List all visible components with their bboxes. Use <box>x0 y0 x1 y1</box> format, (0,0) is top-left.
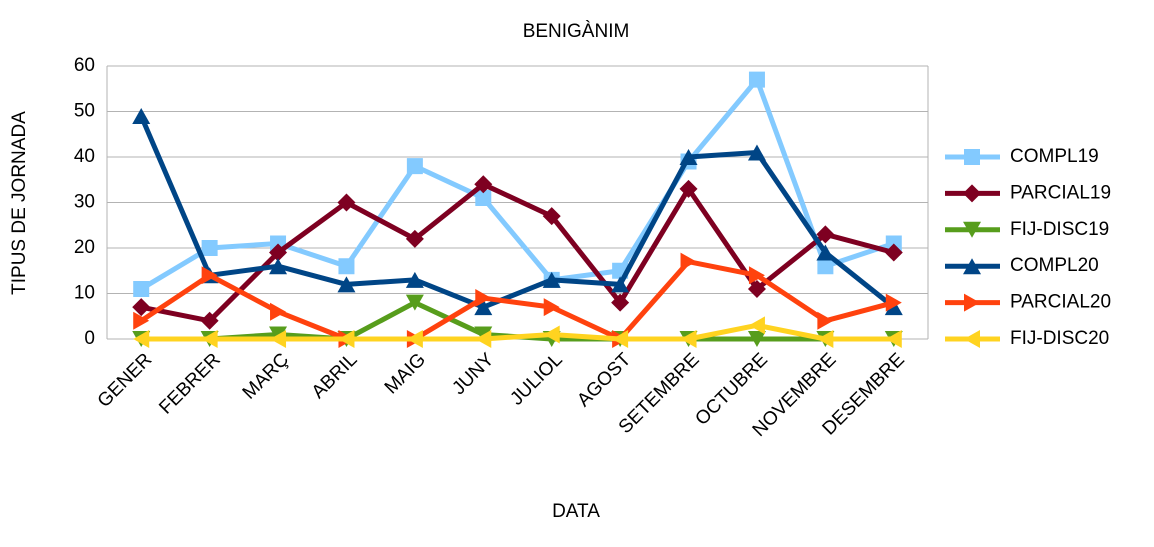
data-point <box>816 225 835 244</box>
data-point <box>747 331 766 347</box>
y-tick-label: 40 <box>74 146 95 167</box>
data-point <box>133 330 150 348</box>
data-point <box>475 289 492 308</box>
data-point <box>270 330 287 348</box>
data-point <box>269 326 288 343</box>
data-point <box>748 266 765 285</box>
y-tick-label: 10 <box>74 283 95 304</box>
data-point <box>474 326 493 343</box>
data-point <box>680 330 697 348</box>
data-point <box>338 330 355 348</box>
data-point <box>406 158 423 175</box>
data-point <box>269 243 288 262</box>
data-point <box>611 276 630 293</box>
series-line <box>139 259 895 342</box>
data-point <box>748 71 765 88</box>
data-point <box>475 189 492 206</box>
legend-marker <box>964 330 980 348</box>
data-point <box>543 298 560 317</box>
data-point <box>337 276 356 293</box>
data-point <box>747 144 766 161</box>
data-point <box>474 175 493 194</box>
data-point <box>270 302 287 321</box>
data-point <box>338 258 355 275</box>
data-point <box>611 293 630 312</box>
data-point <box>885 330 902 348</box>
data-point <box>405 294 424 311</box>
legend-marker <box>963 258 981 275</box>
data-point <box>612 330 629 348</box>
legend-label: PARCIAL19 <box>1010 182 1111 203</box>
series-line <box>141 322 894 342</box>
x-tick-label: JULIOL <box>506 349 566 409</box>
series-line <box>141 300 894 342</box>
data-point <box>680 252 697 271</box>
x-axis-title: DATA <box>552 501 600 522</box>
y-tick-label: 0 <box>84 328 95 349</box>
data-point <box>133 280 150 297</box>
y-tick-label: 60 <box>74 55 95 76</box>
data-point <box>542 207 561 226</box>
y-tick-label: 50 <box>74 101 95 122</box>
legend-label: FIJ-DISC19 <box>1010 219 1109 240</box>
x-tick-label: ABRIL <box>308 349 362 403</box>
data-point <box>133 311 150 330</box>
data-point <box>201 266 218 285</box>
data-point <box>679 179 698 198</box>
y-tick-label: 30 <box>74 192 95 213</box>
data-point <box>817 330 834 348</box>
data-point <box>747 279 766 298</box>
data-point <box>201 330 218 348</box>
x-tick-label: MARÇ <box>239 349 293 403</box>
legend-marker <box>964 293 980 312</box>
data-point <box>405 271 424 288</box>
data-point <box>748 316 765 335</box>
x-tick-label: FEBRER <box>155 349 224 418</box>
data-point <box>200 311 219 330</box>
legend-marker <box>964 149 980 165</box>
data-point <box>543 325 560 344</box>
x-tick-label: JUNY <box>448 349 498 399</box>
data-point <box>475 330 492 348</box>
series-line <box>138 115 896 310</box>
data-point <box>542 271 561 288</box>
data-point <box>269 258 288 275</box>
legend-marker <box>963 184 981 203</box>
legend-label: COMPL20 <box>1010 255 1099 276</box>
data-point <box>816 244 835 261</box>
data-point <box>817 311 834 330</box>
data-point <box>817 258 834 275</box>
data-point <box>132 108 151 125</box>
x-tick-label: AGOST <box>573 349 635 411</box>
data-point <box>201 240 218 256</box>
data-point <box>885 293 902 312</box>
legend-label: PARCIAL20 <box>1010 292 1111 313</box>
data-point <box>885 235 902 252</box>
data-point <box>679 149 698 165</box>
data-point <box>884 243 903 262</box>
y-axis-title: TIPUS DE JORNADA <box>9 111 30 295</box>
legend-label: FIJ-DISC20 <box>1010 328 1109 349</box>
data-point <box>405 229 424 248</box>
legend-label: COMPL19 <box>1010 146 1099 167</box>
x-tick-label: MAIG <box>381 349 430 398</box>
legend-marker <box>963 221 981 238</box>
series-line <box>140 181 895 324</box>
data-point <box>474 299 493 316</box>
data-point <box>406 330 423 348</box>
data-point <box>884 299 903 316</box>
data-point <box>132 298 151 317</box>
series-line <box>139 77 895 292</box>
data-point <box>337 193 356 212</box>
y-tick-label: 20 <box>74 237 95 258</box>
chart-title: BENIGÀNIM <box>523 21 630 42</box>
x-tick-label: GENER <box>94 349 157 412</box>
